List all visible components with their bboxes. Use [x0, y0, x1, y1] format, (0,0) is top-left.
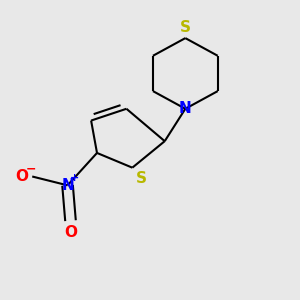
Text: −: − — [26, 163, 36, 176]
Text: N: N — [61, 178, 74, 193]
Text: S: S — [136, 171, 147, 186]
Text: S: S — [180, 20, 191, 34]
Text: O: O — [16, 169, 29, 184]
Text: +: + — [70, 173, 80, 183]
Text: O: O — [64, 225, 77, 240]
Text: N: N — [179, 101, 192, 116]
